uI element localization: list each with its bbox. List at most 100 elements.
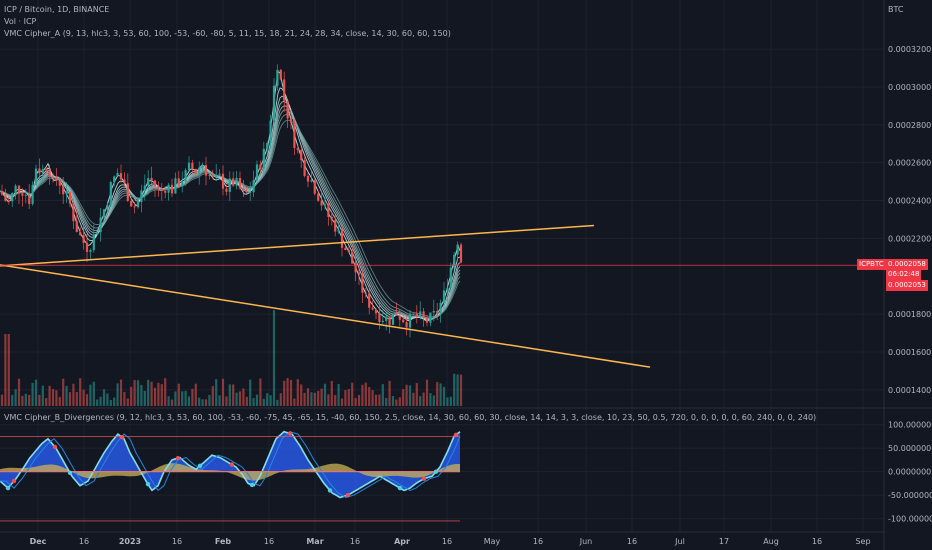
- candle-body-51: [174, 178, 177, 194]
- candle-body-116: [395, 313, 398, 316]
- volume-bar-113: [385, 397, 388, 406]
- candle-body-92: [313, 180, 316, 194]
- countdown-tag: 06:02:48: [886, 269, 922, 280]
- volume-bar-67: [228, 384, 231, 406]
- volume-bar-124: [422, 392, 425, 406]
- candle-body-73: [249, 192, 252, 193]
- volume-bar-115: [391, 395, 395, 406]
- volume-bar-13: [45, 398, 48, 406]
- candle-body-109: [371, 307, 374, 310]
- wave-line-2: [0, 431, 461, 499]
- candle-body-130: [442, 290, 446, 303]
- volume-bar-35: [119, 379, 123, 406]
- candle-body-88: [300, 150, 303, 161]
- time-axis[interactable]: Dec 16 2023 16 Feb 16 Mar 16 Apr 16 May 16 Jun 16 Jul 1…: [30, 537, 871, 546]
- candle-body-79: [269, 120, 272, 144]
- candle-body-63: [215, 174, 218, 177]
- volume-bar-72: [245, 396, 248, 406]
- time-tick-5: 16: [264, 537, 274, 546]
- candle-body-56: [191, 162, 194, 169]
- candle-body-87: [296, 148, 299, 151]
- candle-body-34: [116, 173, 119, 177]
- candle-body-23: [79, 232, 82, 236]
- candle-body-107: [364, 292, 367, 294]
- volume-bar-122: [415, 383, 418, 406]
- volume-bar-86: [293, 398, 296, 406]
- candle-body-131: [446, 287, 449, 291]
- volume-bar-74: [252, 398, 255, 406]
- candle-body-41: [140, 190, 143, 203]
- volume-bar-73: [249, 379, 252, 406]
- trendlines[interactable]: [0, 224, 651, 368]
- volume-bar-62: [211, 386, 214, 406]
- oscillator-axis[interactable]: 100.0000000 50.0000000 0.0000000 -50.000000…: [888, 421, 932, 524]
- price-tick-4: 0.0002400: [888, 197, 931, 206]
- candle-body-22: [75, 221, 78, 233]
- volume-bar-9: [31, 382, 34, 406]
- candle-body-57: [194, 168, 197, 175]
- candle-body-10: [34, 168, 38, 186]
- candle-body-106: [361, 274, 364, 293]
- candle-body-124: [422, 311, 425, 318]
- time-tick-4: Feb: [215, 537, 232, 546]
- candle-body-71: [242, 188, 245, 191]
- volume-bar-45: [153, 387, 157, 406]
- volume-bar-16: [55, 390, 58, 406]
- time-tick-15: 17: [719, 537, 729, 546]
- candle-body-15: [51, 177, 55, 178]
- osc-tick-2: 0.0000000: [888, 468, 931, 477]
- candle-body-6: [21, 193, 24, 196]
- candle-body-67: [228, 178, 231, 192]
- candle-body-68: [232, 178, 235, 186]
- volume-bar-56: [191, 388, 194, 406]
- volume-bar-132: [449, 396, 452, 406]
- osc-red-dot-1: [52, 444, 58, 450]
- time-tick-2: 2023: [119, 537, 141, 546]
- volume-bar-78: [266, 393, 269, 406]
- candle-body-105: [357, 272, 361, 275]
- candle-body-82: [279, 69, 282, 80]
- time-tick-3: 16: [172, 537, 182, 546]
- volume-bar-89: [303, 392, 306, 406]
- candle-body-5: [17, 185, 21, 194]
- time-tick-8: Apr: [394, 537, 410, 546]
- volume-bar-106: [361, 384, 364, 406]
- candle-body-27: [92, 234, 95, 251]
- volume-legend[interactable]: Vol · ICP: [4, 17, 37, 26]
- candle-body-0: [0, 191, 4, 195]
- volume-bar-133: [453, 373, 456, 406]
- volume-bar-127: [432, 395, 435, 406]
- volume-bar-75: [255, 394, 259, 406]
- price-axis[interactable]: 0.0001400 0.0001600 0.0001800 0.0002200 0.00…: [888, 45, 931, 395]
- candle-body-123: [419, 311, 422, 317]
- candle-body-81: [276, 69, 279, 86]
- candle-body-21: [72, 203, 75, 222]
- volume-bar-50: [170, 399, 174, 406]
- time-tick-16: Aug: [763, 537, 779, 546]
- trendline-upper: [0, 224, 595, 267]
- price-tick-1: 0.0001600: [888, 348, 931, 357]
- volume-bar-112: [381, 384, 384, 406]
- symbol-legend[interactable]: ICP / Bitcoin, 1D, BINANCE: [4, 5, 110, 14]
- candlesticks: [0, 64, 463, 338]
- candle-body-2: [7, 200, 10, 202]
- osc-green-dot-4: [249, 482, 255, 488]
- volume-bar-42: [143, 390, 146, 406]
- candle-body-16: [55, 177, 58, 181]
- volume-bar-85: [289, 379, 293, 406]
- candle-body-45: [153, 180, 157, 186]
- osc-green-dot-7: [433, 469, 439, 474]
- candle-body-4: [14, 185, 17, 194]
- candle-body-100: [340, 229, 344, 248]
- volume-bar-26: [89, 384, 92, 406]
- candle-body-114: [388, 316, 391, 325]
- volume-bar-18: [62, 378, 65, 406]
- indicator-b-legend[interactable]: VMC Cipher_B_Divergences (9, 12, hlc3, 3…: [4, 413, 817, 422]
- indicator-a-legend[interactable]: VMC Cipher_A (9, 13, hlc3, 3, 53, 60, 10…: [4, 29, 451, 38]
- volume-bar-2: [7, 334, 10, 406]
- candle-body-115: [391, 313, 395, 325]
- candle-body-102: [347, 250, 350, 253]
- candle-body-24: [82, 235, 85, 243]
- volume-bar-95: [323, 383, 327, 406]
